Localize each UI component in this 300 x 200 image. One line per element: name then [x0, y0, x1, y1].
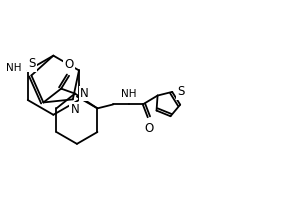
Text: NH: NH [121, 89, 137, 99]
Text: S: S [29, 57, 36, 70]
Text: S: S [177, 85, 184, 98]
Text: NH: NH [6, 63, 22, 73]
Text: N: N [70, 103, 79, 116]
Text: O: O [144, 122, 153, 135]
Text: O: O [64, 58, 74, 71]
Text: N: N [80, 87, 88, 100]
